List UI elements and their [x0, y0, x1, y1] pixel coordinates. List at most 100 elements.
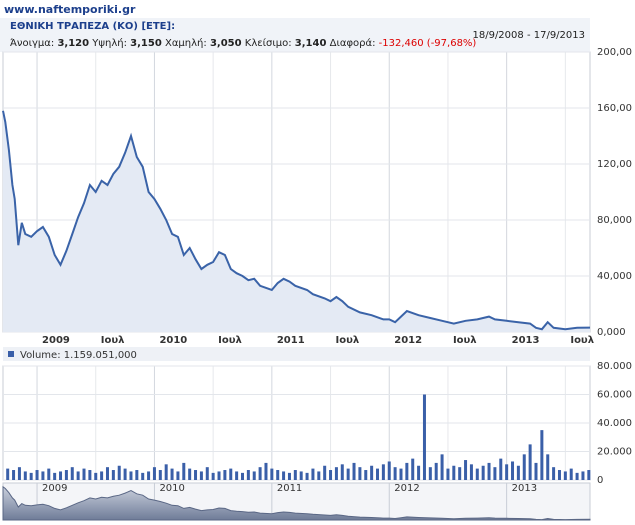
- volume-bar: [23, 471, 27, 480]
- volume-bar: [399, 468, 403, 480]
- price-area: [3, 110, 590, 332]
- label: Κλείσιμο:: [244, 38, 292, 49]
- volume-bar: [428, 467, 432, 480]
- date-range: 18/9/2008 - 17/9/2013: [472, 30, 585, 41]
- volume-bar: [487, 462, 491, 480]
- x-tick-label: 2013: [512, 335, 540, 346]
- x-tick-label: 2012: [394, 335, 422, 346]
- volume-bar: [458, 467, 462, 480]
- volume-bar: [311, 468, 315, 480]
- volume-bar: [540, 430, 544, 480]
- value: 3,140: [294, 38, 327, 49]
- x-tick-label: 2011: [277, 335, 305, 346]
- navigator-area: [2, 485, 591, 521]
- y-tick-label: 0,000: [597, 327, 626, 338]
- nav-tick-label: 2010: [159, 483, 184, 494]
- volume-bar: [17, 467, 21, 480]
- volume-bar: [94, 472, 98, 480]
- volume-bar: [358, 467, 362, 480]
- volume-bar: [528, 444, 532, 480]
- volume-bar: [364, 470, 368, 480]
- volume-bar: [563, 471, 567, 480]
- volume-bar: [135, 470, 139, 480]
- volume-bar: [552, 467, 556, 480]
- volume-bar: [170, 468, 174, 480]
- volume-bar: [6, 468, 10, 480]
- volume-bar: [270, 468, 274, 480]
- nav-tick-label: 2011: [277, 483, 302, 494]
- volume-bar: [411, 458, 415, 480]
- volume-bar: [117, 465, 121, 480]
- volume-bar: [393, 467, 397, 480]
- nav-tick-label: 2012: [394, 483, 419, 494]
- volume-bar: [211, 472, 215, 480]
- volume-bar: [434, 462, 438, 480]
- value: 3,050: [209, 38, 242, 49]
- volume-header: [3, 347, 590, 361]
- x-tick-label: Ιουλ: [336, 335, 360, 346]
- volume-bar: [323, 465, 327, 480]
- volume-bar: [229, 468, 233, 480]
- volume-bar: [141, 472, 145, 480]
- label: Χαμηλή:: [164, 38, 207, 49]
- volume-bar: [53, 472, 57, 480]
- volume-bar: [123, 468, 127, 480]
- volume-bar: [422, 394, 426, 480]
- volume-bar: [417, 465, 421, 480]
- volume-bar: [475, 468, 479, 480]
- volume-bar: [387, 461, 391, 480]
- volume-bar: [546, 454, 550, 480]
- volume-bar: [147, 471, 151, 480]
- quote-info: Άνοιγμα: 3,120 Υψηλή: 3,150 Χαμηλή: 3,05…: [10, 38, 476, 49]
- volume-bar: [194, 470, 198, 480]
- value: 3,150: [130, 38, 162, 49]
- volume-bar: [41, 471, 45, 480]
- y-tick-label: 0: [597, 475, 603, 486]
- volume-bar: [240, 472, 244, 480]
- site-name: www.naftemporiki.gr: [4, 3, 136, 16]
- x-tick-label: 2010: [159, 335, 187, 346]
- volume-bar: [493, 467, 497, 480]
- volume-bar: [282, 471, 286, 480]
- volume-bar: [469, 464, 473, 480]
- nav-tick-label: 2013: [512, 483, 537, 494]
- volume-bar: [329, 470, 333, 480]
- volume-bar: [82, 468, 86, 480]
- volume-bar: [64, 470, 68, 480]
- price-line: [2, 110, 591, 331]
- y-tick-label: 20.000: [597, 447, 632, 458]
- volume-bar: [522, 454, 526, 480]
- volume-bar: [223, 470, 227, 480]
- volume-bar: [59, 471, 63, 480]
- volume-bar: [505, 464, 509, 480]
- volume-bar: [481, 465, 485, 480]
- volume-bar: [76, 471, 80, 480]
- volume-bar: [376, 468, 380, 480]
- volume-bar: [516, 465, 520, 480]
- volume-bar: [105, 467, 109, 480]
- volume-bar: [70, 467, 74, 480]
- header-bg: [0, 18, 590, 52]
- volume-bar: [534, 462, 538, 480]
- volume-bar: [452, 465, 456, 480]
- volume-bar: [581, 471, 585, 480]
- label: Διαφορά:: [329, 38, 376, 49]
- volume-bar: [446, 468, 450, 480]
- volume-bar: [405, 462, 409, 480]
- x-tick-label: Ιουλ: [101, 335, 125, 346]
- volume-bar: [182, 462, 186, 480]
- volume-bar: [129, 471, 133, 480]
- volume-bar: [511, 461, 515, 480]
- x-tick-label: Ιουλ: [218, 335, 242, 346]
- volume-bar: [587, 470, 591, 480]
- volume-bar: [246, 470, 250, 480]
- volume-bar: [334, 467, 338, 480]
- y-tick-label: 60.000: [597, 390, 632, 401]
- volume-bar: [100, 471, 104, 480]
- volume-bar: [317, 471, 321, 480]
- volume-bar: [381, 464, 385, 480]
- volume-bar: [88, 470, 92, 480]
- volume-bar: [35, 470, 39, 480]
- volume-bar: [557, 470, 561, 480]
